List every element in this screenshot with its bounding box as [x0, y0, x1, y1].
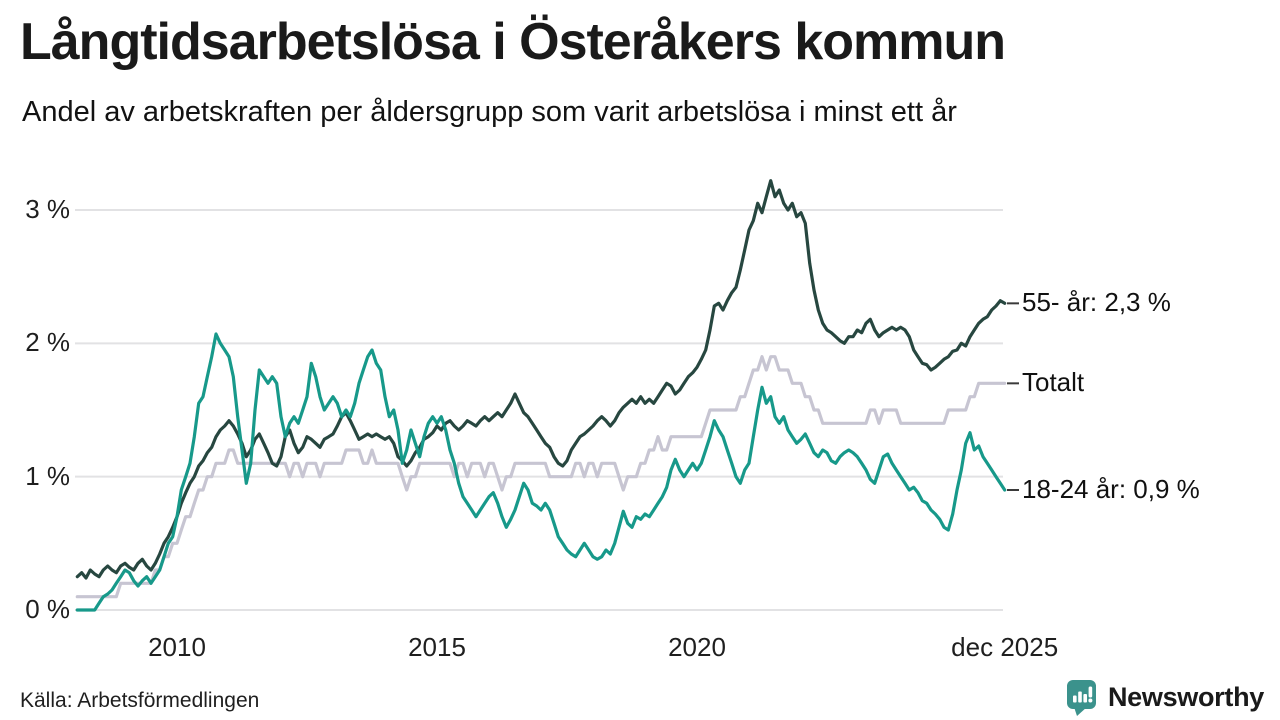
- newsworthy-speech-bubble-bar-chart-icon: [1064, 679, 1099, 716]
- x-axis-tick-label: 2020: [668, 632, 726, 662]
- x-axis-tick-label: 2010: [148, 632, 206, 662]
- x-axis-tick-label: dec 2025: [951, 632, 1059, 662]
- y-axis-tick-label: 1 %: [25, 460, 70, 491]
- series-line-18-24-r: [75, 332, 1007, 612]
- y-axis-tick-label: 2 %: [25, 327, 70, 358]
- series-end-label: Totalt: [1022, 367, 1085, 398]
- y-axis-tick-label: 0 %: [25, 594, 70, 624]
- x-axis-tick-label: 2015: [408, 632, 466, 662]
- series-line-Totalt: [75, 355, 1007, 599]
- y-axis-tick-label: 3 %: [25, 194, 70, 224]
- series-line-55-r: [75, 179, 1007, 580]
- page-subtitle: Andel av arbetskraften per åldersgrupp s…: [22, 96, 957, 128]
- series-end-label: 18-24 år: 0,9 %: [1022, 474, 1200, 504]
- newsworthy-brand-label: Newsworthy: [1107, 682, 1264, 712]
- page-title: Långtidsarbetslösa i Österåkers kommun: [20, 13, 1006, 71]
- source-note: Källa: Arbetsförmedlingen: [20, 689, 260, 712]
- series-end-label: 55- år: 2,3 %: [1022, 287, 1171, 318]
- newsworthy-brand-link[interactable]: Newsworthy: [1064, 679, 1264, 716]
